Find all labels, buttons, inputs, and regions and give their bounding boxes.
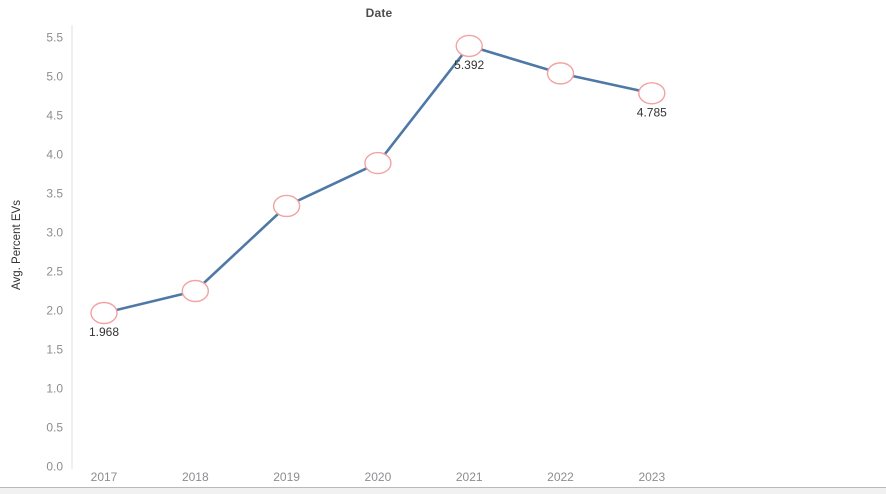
x-tick-label: 2021 xyxy=(456,470,483,484)
x-tick-label: 2017 xyxy=(91,470,118,484)
data-point-marker[interactable] xyxy=(455,34,483,58)
x-tick-label: 2020 xyxy=(365,470,392,484)
data-point-marker[interactable] xyxy=(638,82,666,105)
bottom-divider xyxy=(0,487,886,494)
y-tick-label: 4.0 xyxy=(46,148,63,162)
data-point-label: 1.968 xyxy=(89,325,119,339)
y-tick-label: 1.5 xyxy=(46,343,63,357)
x-tick-label: 2022 xyxy=(547,470,574,484)
data-point-marker[interactable] xyxy=(364,151,392,175)
y-tick-label: 5.0 xyxy=(46,70,63,84)
data-point-label: 4.785 xyxy=(637,105,667,119)
data-point-marker[interactable] xyxy=(90,301,118,325)
y-tick-label: 0.5 xyxy=(46,421,63,435)
data-point-marker[interactable] xyxy=(272,194,301,218)
y-tick-label: 1.0 xyxy=(46,382,63,396)
y-tick-label: 3.0 xyxy=(46,226,63,240)
data-point-label: 5.392 xyxy=(454,58,484,72)
data-point-marker[interactable] xyxy=(546,62,575,85)
y-tick-label: 3.5 xyxy=(46,187,63,201)
y-tick-label: 2.5 xyxy=(46,265,63,279)
y-tick-label: 2.0 xyxy=(46,304,63,318)
x-tick-label: 2023 xyxy=(638,470,665,484)
x-tick-label: 2019 xyxy=(273,470,300,484)
trend-line xyxy=(103,44,653,315)
y-tick-label: 4.5 xyxy=(46,109,63,123)
chart-title: Date xyxy=(365,6,393,20)
data-point-marker[interactable] xyxy=(181,279,210,303)
x-tick-label: 2018 xyxy=(182,470,209,484)
y-tick-label: 5.5 xyxy=(46,31,63,45)
y-tick-label: 0.0 xyxy=(46,460,63,474)
